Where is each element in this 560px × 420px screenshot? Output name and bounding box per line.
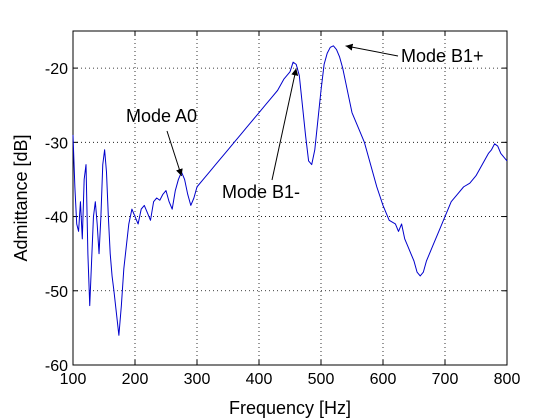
y-tick-label: -40 <box>45 210 68 227</box>
annotation-mode-b1-plus-label: Mode B1+ <box>401 46 484 66</box>
x-tick-label: 600 <box>370 371 397 388</box>
annotation-mode-b1-minus-label: Mode B1- <box>222 182 300 202</box>
y-tick-label: -20 <box>45 61 68 78</box>
grid-lines <box>73 31 507 365</box>
annotation-mode-b1-minus-arrow <box>271 68 299 181</box>
x-tick-label: 800 <box>494 371 521 388</box>
axis-ticks: 100 200 300 400 500 600 700 800 -60 -50 -40 -30 -20 <box>45 31 521 388</box>
plot-background <box>73 31 507 365</box>
x-tick-label: 200 <box>122 371 149 388</box>
y-tick-label: -30 <box>45 135 68 152</box>
x-axis-title: Frequency [Hz] <box>229 398 351 418</box>
annotation-mode-b1-plus-arrow <box>345 43 399 57</box>
admittance-series-line <box>72 45 508 336</box>
x-tick-label: 400 <box>246 371 273 388</box>
annotation-layer: Mode A0 Mode B1- Mode B1+ <box>126 43 484 202</box>
x-tick-label: 300 <box>184 371 211 388</box>
y-tick-label: -60 <box>45 358 68 375</box>
annotation-mode-a0-label: Mode A0 <box>126 106 197 126</box>
annotation-mode-a0-arrow <box>166 130 183 177</box>
x-tick-label: 700 <box>432 371 459 388</box>
y-tick-label: -50 <box>45 284 68 301</box>
y-axis-title: Admittance [dB] <box>11 134 31 261</box>
x-tick-label: 100 <box>60 371 87 388</box>
series-layer <box>72 45 508 336</box>
x-tick-label: 500 <box>308 371 335 388</box>
plot-frame <box>72 30 508 366</box>
